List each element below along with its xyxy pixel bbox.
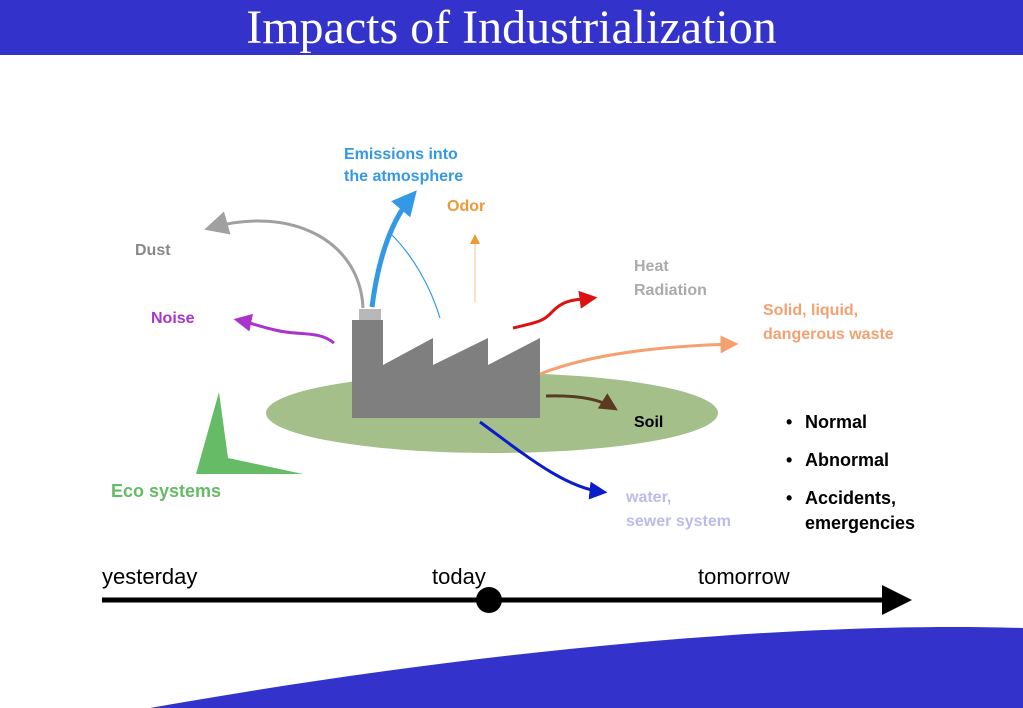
bottom-wave	[150, 626, 1023, 708]
emissions-label: Emissions into the atmosphere	[344, 146, 464, 185]
factory-icon	[352, 309, 540, 418]
dust-arrow	[204, 211, 365, 309]
heat-arrow	[512, 290, 598, 330]
eco-systems-shape	[196, 392, 303, 474]
soil-arrow	[545, 393, 618, 411]
timeline-tomorrow: tomorrow	[698, 564, 790, 589]
noise-label: Noise	[151, 310, 195, 327]
title-bar	[0, 0, 1023, 55]
water-label: water, sewer system	[626, 489, 731, 530]
soil-label: Soil	[634, 414, 664, 431]
emissions-arrow	[369, 190, 417, 308]
noise-arrow	[233, 313, 335, 345]
water-arrow	[479, 420, 608, 500]
today-marker	[476, 587, 502, 613]
timeline-today: today	[432, 564, 486, 589]
dust-label: Dust	[135, 242, 171, 259]
page-title: Impacts of Industrialization	[246, 1, 777, 54]
list-item: Normal	[786, 410, 915, 435]
timeline-yesterday: yesterday	[102, 564, 198, 589]
heat-label: Heat Radiation	[634, 258, 707, 299]
eco-systems-label: Eco systems	[111, 481, 222, 501]
waste-arrow	[539, 335, 739, 376]
list-item: Accidents, emergencies	[786, 486, 915, 536]
emissions-thin-curve	[391, 234, 441, 319]
list-item: Abnormal	[786, 448, 915, 473]
scenario-list: Normal Abnormal Accidents, emergencies	[786, 410, 915, 549]
waste-label: Solid, liquid, dangerous waste	[763, 302, 894, 343]
odor-label: Odor	[447, 198, 486, 215]
